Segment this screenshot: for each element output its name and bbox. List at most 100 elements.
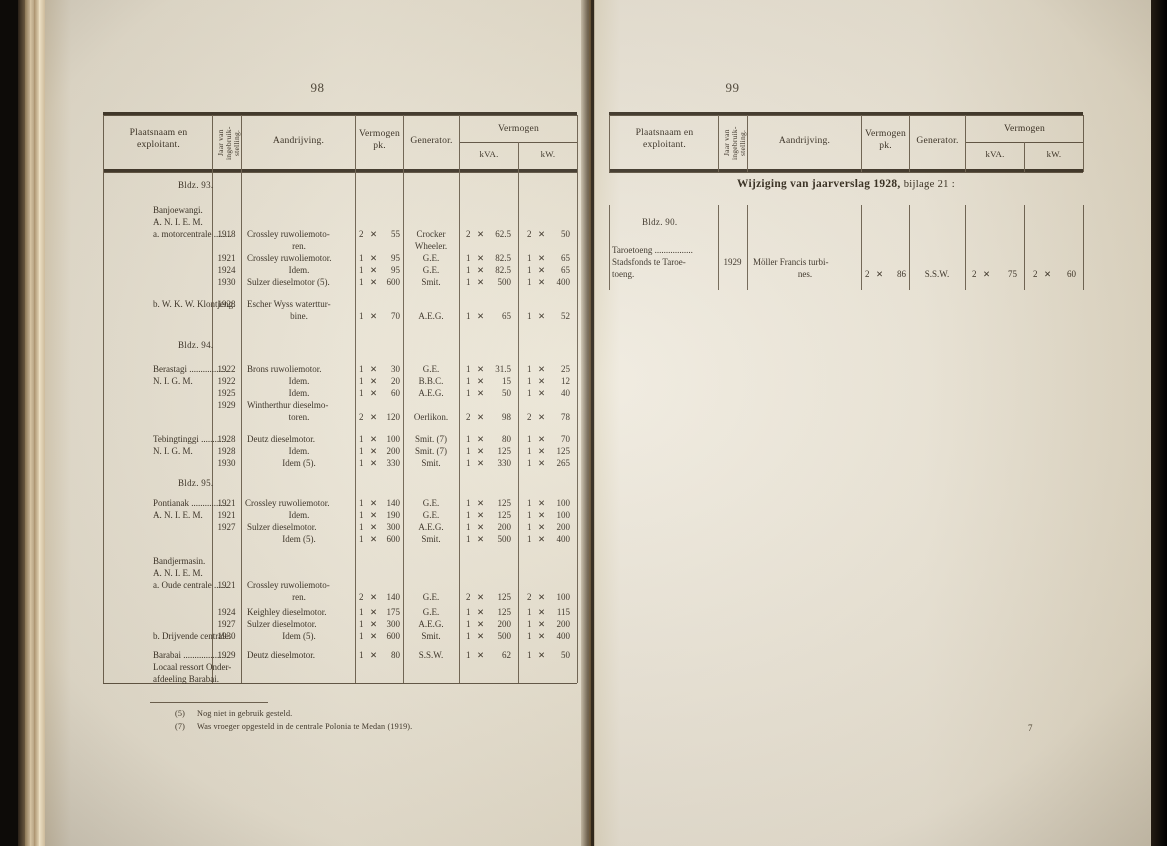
row-hp-count: 2 <box>359 592 364 602</box>
row-kw-count: 1 <box>527 650 532 660</box>
row-kw-count: 1 <box>527 631 532 641</box>
col-sep <box>403 115 404 683</box>
col-sep <box>355 115 356 683</box>
multiply-icon: ✕ <box>477 535 485 544</box>
row-hp-count: 1 <box>359 534 364 544</box>
multiply-icon: ✕ <box>538 447 546 456</box>
row-kva-value: 50 <box>502 388 511 398</box>
row-year: 1921 <box>217 510 236 520</box>
header-vermogen-pk-l1: Vermogen <box>358 128 401 139</box>
row-kw-count: 1 <box>527 376 532 386</box>
col-sep <box>965 115 966 172</box>
row-drive-cont: ren. <box>292 241 306 251</box>
row-kw-count: 1 <box>527 311 532 321</box>
row-year: 1930 <box>217 631 236 641</box>
multiply-icon: ✕ <box>370 459 378 468</box>
row-kva-count: 1 <box>466 364 471 374</box>
header-jaar-l3: stelling. <box>232 129 241 157</box>
row-kva-count: 1 <box>466 631 471 641</box>
row-kva-value: 98 <box>502 412 511 422</box>
row-hp-value: 120 <box>386 412 401 422</box>
row-hp-count: 1 <box>359 498 364 508</box>
multiply-icon: ✕ <box>538 312 546 321</box>
row-drive: Idem. <box>288 446 310 456</box>
row-hp-count: 1 <box>359 522 364 532</box>
row-kva-count: 2 <box>466 412 471 422</box>
col-sep <box>747 205 748 290</box>
row-kw-count: 1 <box>527 253 532 263</box>
entry-name-line: A. N. I. E. M. <box>153 568 203 578</box>
multiply-icon: ✕ <box>538 266 546 275</box>
multiply-icon: ✕ <box>477 413 485 422</box>
row-year: 1928 <box>217 434 236 444</box>
row-year: 1924 <box>217 265 236 275</box>
row-hp-value: 300 <box>386 522 401 532</box>
row-generator: G.E. <box>422 253 440 263</box>
row-year: 1922 <box>217 364 236 374</box>
row-kva-value: 125 <box>497 498 512 508</box>
page-block-edge <box>30 0 34 846</box>
row-hp-value: 60 <box>391 388 400 398</box>
row-kw-count: 1 <box>527 434 532 444</box>
multiply-icon: ✕ <box>477 312 485 321</box>
entry-name-line: Tebingtinggi ............ <box>153 434 229 444</box>
book-gutter <box>581 0 595 846</box>
header-vermogen-pk: Vermogen pk. <box>357 128 402 151</box>
row-hp-value: 200 <box>386 446 401 456</box>
row-kw-value: 78 <box>561 412 570 422</box>
multiply-icon: ✕ <box>370 447 378 456</box>
row-generator: Smit. <box>421 458 441 468</box>
row-kw-count: 2 <box>527 229 532 239</box>
row-kva-value: 125 <box>497 510 512 520</box>
row-hp-value: 600 <box>386 534 401 544</box>
row-kva-count: 1 <box>466 619 471 629</box>
col-sep <box>103 115 104 683</box>
row-generator: A.E.G. <box>418 388 444 398</box>
row-drive: Sulzer dieselmotor. <box>247 522 317 532</box>
row-kw-value: 265 <box>556 458 571 468</box>
col-sep <box>909 115 910 172</box>
col-sep <box>909 205 910 290</box>
row-drive: Sulzer dieselmotor (5). <box>247 277 330 287</box>
row-hp-value: 95 <box>391 265 400 275</box>
row-hp-count: 1 <box>359 277 364 287</box>
entry-name-line: Locaal ressort Onder- <box>153 662 232 672</box>
row-drive: Escher Wyss waterttur- <box>247 299 331 309</box>
row-drive: Idem (5). <box>282 458 316 468</box>
multiply-icon: ✕ <box>538 389 546 398</box>
footnote-text: Was vroeger opgesteld in de centrale Pol… <box>197 721 413 731</box>
entry-name-line: N. I. G. M. <box>153 446 193 456</box>
row-generator: A.E.G. <box>418 311 444 321</box>
header-kva: kVA. <box>985 149 1005 159</box>
row-kva-count: 1 <box>466 510 471 520</box>
row-kva-value: 330 <box>497 458 512 468</box>
row-year: 1918 <box>217 229 236 239</box>
page-number-right: 99 <box>725 80 740 95</box>
row-generator: B.B.C. <box>418 376 444 386</box>
row-kw-count: 1 <box>527 277 532 287</box>
multiply-icon: ✕ <box>477 389 485 398</box>
header-aandrijving: Aandrijving. <box>778 135 831 146</box>
row-year: 1929 <box>723 257 742 267</box>
row-generator: G.E. <box>422 592 440 602</box>
row-generator: A.E.G. <box>418 522 444 532</box>
row-kw-value: 100 <box>556 510 571 520</box>
right-book-edge <box>1151 0 1167 846</box>
row-hp-value: 20 <box>391 376 400 386</box>
entry-name-line: a. motorcentrale ........ <box>153 229 232 239</box>
row-kw-value: 65 <box>561 253 570 263</box>
multiply-icon: ✕ <box>538 413 546 422</box>
row-hp-count: 1 <box>359 434 364 444</box>
row-hp-value: 140 <box>386 498 401 508</box>
row-hp-count: 1 <box>359 446 364 456</box>
right-page-subtitle: Wijziging van jaarverslag 1928, bijlage … <box>609 178 1083 190</box>
col-sep <box>965 205 966 290</box>
row-generator: Smit. <box>421 277 441 287</box>
row-kw-count: 1 <box>527 619 532 629</box>
col-sep <box>747 115 748 172</box>
row-kva-count: 1 <box>466 498 471 508</box>
entry-name-line: A. N. I. E. M. <box>153 217 203 227</box>
multiply-icon: ✕ <box>538 435 546 444</box>
section-label: Bldz. 93. <box>178 180 214 190</box>
